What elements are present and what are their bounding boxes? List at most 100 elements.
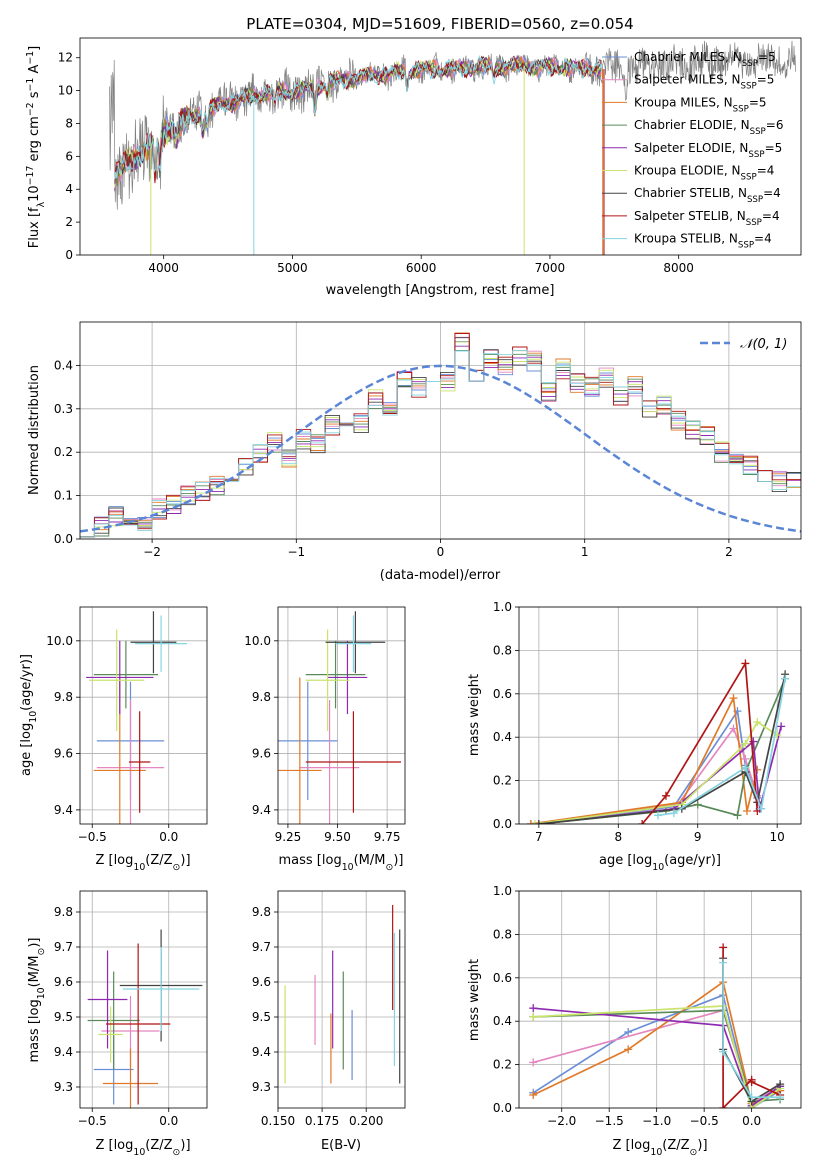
- plot-area: [80, 607, 207, 824]
- y-tick-label: 0.6: [493, 971, 512, 985]
- x-tick-label: 1: [581, 545, 589, 559]
- x-tick-label: 0.175: [305, 1114, 339, 1128]
- weight-marker: [719, 1104, 728, 1108]
- x-tick-label: 9.25: [275, 830, 302, 844]
- mass-age-xlabel: mass [log10(M/M⊙)]: [279, 853, 404, 873]
- plot-content: [87, 929, 203, 1108]
- y-tick-label: 1.0: [493, 884, 512, 898]
- weight-marker: [669, 809, 678, 818]
- y-tick-label: 10.0: [244, 634, 271, 648]
- weight-marker: [741, 754, 750, 763]
- weight-line: [641, 660, 759, 824]
- x-tick-label: −0.5: [690, 1114, 719, 1128]
- age-weight-xlabel: age [log10(age/yr)]: [599, 853, 721, 873]
- x-tick-label: 0.200: [349, 1114, 383, 1128]
- x-tick-label: 0.0: [742, 1114, 761, 1128]
- y-tick-label: 4: [65, 182, 73, 196]
- age-weight-axes: 7 8 9 10 0.0 0.2 0.4 0.6 0.8 1.0: [493, 600, 802, 844]
- plot-content: [284, 905, 401, 1084]
- y-tick-label: 9.4: [54, 803, 73, 817]
- y-tick-label: 0.8: [493, 643, 512, 657]
- Z-weight-axes: −2.0 −1.5 −1.0 −0.5 0.0 0.0 0.2 0.4 0.6 0.8 1.0: [493, 884, 802, 1128]
- plot-content: [526, 659, 790, 824]
- y-tick-label: 0.4: [493, 730, 512, 744]
- weight-marker: [747, 1077, 756, 1086]
- weight-marker: [741, 739, 750, 748]
- figure-title: PLATE=0304, MJD=51609, FIBERID=0560, z=0…: [246, 15, 633, 33]
- y-tick-label: 9.8: [54, 690, 73, 704]
- y-tick-label: 0.2: [493, 774, 512, 788]
- axes-frame: [518, 606, 802, 825]
- y-tick-label: 0.4: [493, 1014, 512, 1028]
- x-tick-label: 8: [614, 830, 622, 844]
- y-tick-label: 0.0: [493, 817, 512, 831]
- x-tick-label: −1.0: [642, 1114, 671, 1128]
- y-tick-label: 9.8: [252, 690, 271, 704]
- weight-marker: [719, 1047, 728, 1056]
- y-tick-label: 8: [65, 116, 73, 130]
- x-tick-label: −1: [287, 545, 305, 559]
- plot-area: [278, 891, 405, 1108]
- legend-label: Chabrier MILES, NSSP=5: [634, 50, 776, 69]
- x-tick-label: 0: [437, 545, 445, 559]
- weight-line: [533, 1007, 781, 1108]
- x-tick-label: −0.5: [78, 830, 107, 844]
- weight-line: [722, 962, 781, 1099]
- plot-content: [80, 332, 801, 538]
- residual-ylabel: Normed distribution: [27, 365, 42, 495]
- x-tick-label: −2.0: [547, 1114, 576, 1128]
- legend-label: Salpeter STELIB, NSSP=4: [634, 209, 780, 228]
- axes-frame: [518, 890, 802, 1109]
- weight-marker: [777, 722, 786, 731]
- x-tick-label: −0.5: [78, 1114, 107, 1128]
- x-tick-label: 7: [535, 830, 543, 844]
- x-tick-label: −2: [143, 545, 161, 559]
- ebv-mass-axes: 0.150 0.175 0.200 9.3 9.4 9.5 9.6 9.7 9.8: [252, 890, 406, 1128]
- legend-label: Kroupa MILES, NSSP=5: [634, 95, 767, 114]
- y-tick-label: 1.0: [493, 600, 512, 614]
- y-tick-label: 9.6: [252, 975, 271, 989]
- axes-frame: [277, 606, 406, 825]
- x-tick-label: 9.50: [324, 830, 351, 844]
- legend-label: Chabrier STELIB, NSSP=4: [634, 186, 781, 205]
- legend-label: Salpeter MILES, NSSP=5: [634, 73, 774, 92]
- y-tick-label: 0.1: [54, 489, 73, 503]
- weight-marker: [654, 811, 663, 820]
- weight-marker: [534, 820, 543, 824]
- weight-marker: [741, 659, 750, 668]
- normal-legend-label: 𝒩(0, 1): [740, 337, 787, 352]
- x-tick-label: 0.0: [159, 830, 178, 844]
- weight-marker: [719, 943, 728, 952]
- Z-mass-xlabel: Z [log10(Z/Z⊙)]: [95, 1138, 190, 1158]
- weight-marker: [742, 806, 751, 815]
- y-tick-label: 9.6: [252, 747, 271, 761]
- weight-marker: [753, 718, 762, 727]
- weight-marker: [661, 791, 670, 800]
- y-tick-label: 10.0: [46, 634, 73, 648]
- Z-weight-xlabel: Z [log10(Z/Z⊙)]: [612, 1138, 707, 1158]
- weight-marker: [526, 820, 535, 824]
- x-tick-label: 0.0: [159, 1114, 178, 1128]
- weight-marker: [529, 1012, 538, 1021]
- Z-mass-axes: −0.5 0.0 9.3 9.4 9.5 9.6 9.7 9.8: [54, 890, 208, 1128]
- y-tick-label: 12: [58, 51, 73, 65]
- spectrum-axes: 4000 5000 6000 7000 8000 0 2 4 6 8 10 12: [58, 37, 802, 275]
- y-tick-label: 9.5: [252, 1010, 271, 1024]
- weight-line: [533, 1005, 781, 1108]
- x-tick-label: 5000: [277, 261, 308, 275]
- weight-marker: [729, 694, 738, 703]
- y-tick-label: 0.0: [54, 532, 73, 546]
- y-tick-label: 9.5: [54, 1010, 73, 1024]
- Z-weight-ylabel: mass weight: [467, 959, 482, 1041]
- y-tick-label: 0: [65, 248, 73, 262]
- spectrum-legend: Chabrier MILES, NSSP=5 Salpeter MILES, NS…: [602, 50, 783, 251]
- legend-label: Kroupa ELODIE, NSSP=4: [634, 164, 774, 183]
- y-tick-label: 9.4: [252, 803, 271, 817]
- weight-marker: [529, 1090, 538, 1099]
- histogram-step: [80, 350, 801, 538]
- legend-label: Chabrier ELODIE, NSSP=6: [634, 118, 783, 137]
- residual-xlabel: (data-model)/error: [380, 568, 501, 583]
- y-tick-label: 0.4: [54, 358, 73, 372]
- y-tick-label: 0.6: [493, 687, 512, 701]
